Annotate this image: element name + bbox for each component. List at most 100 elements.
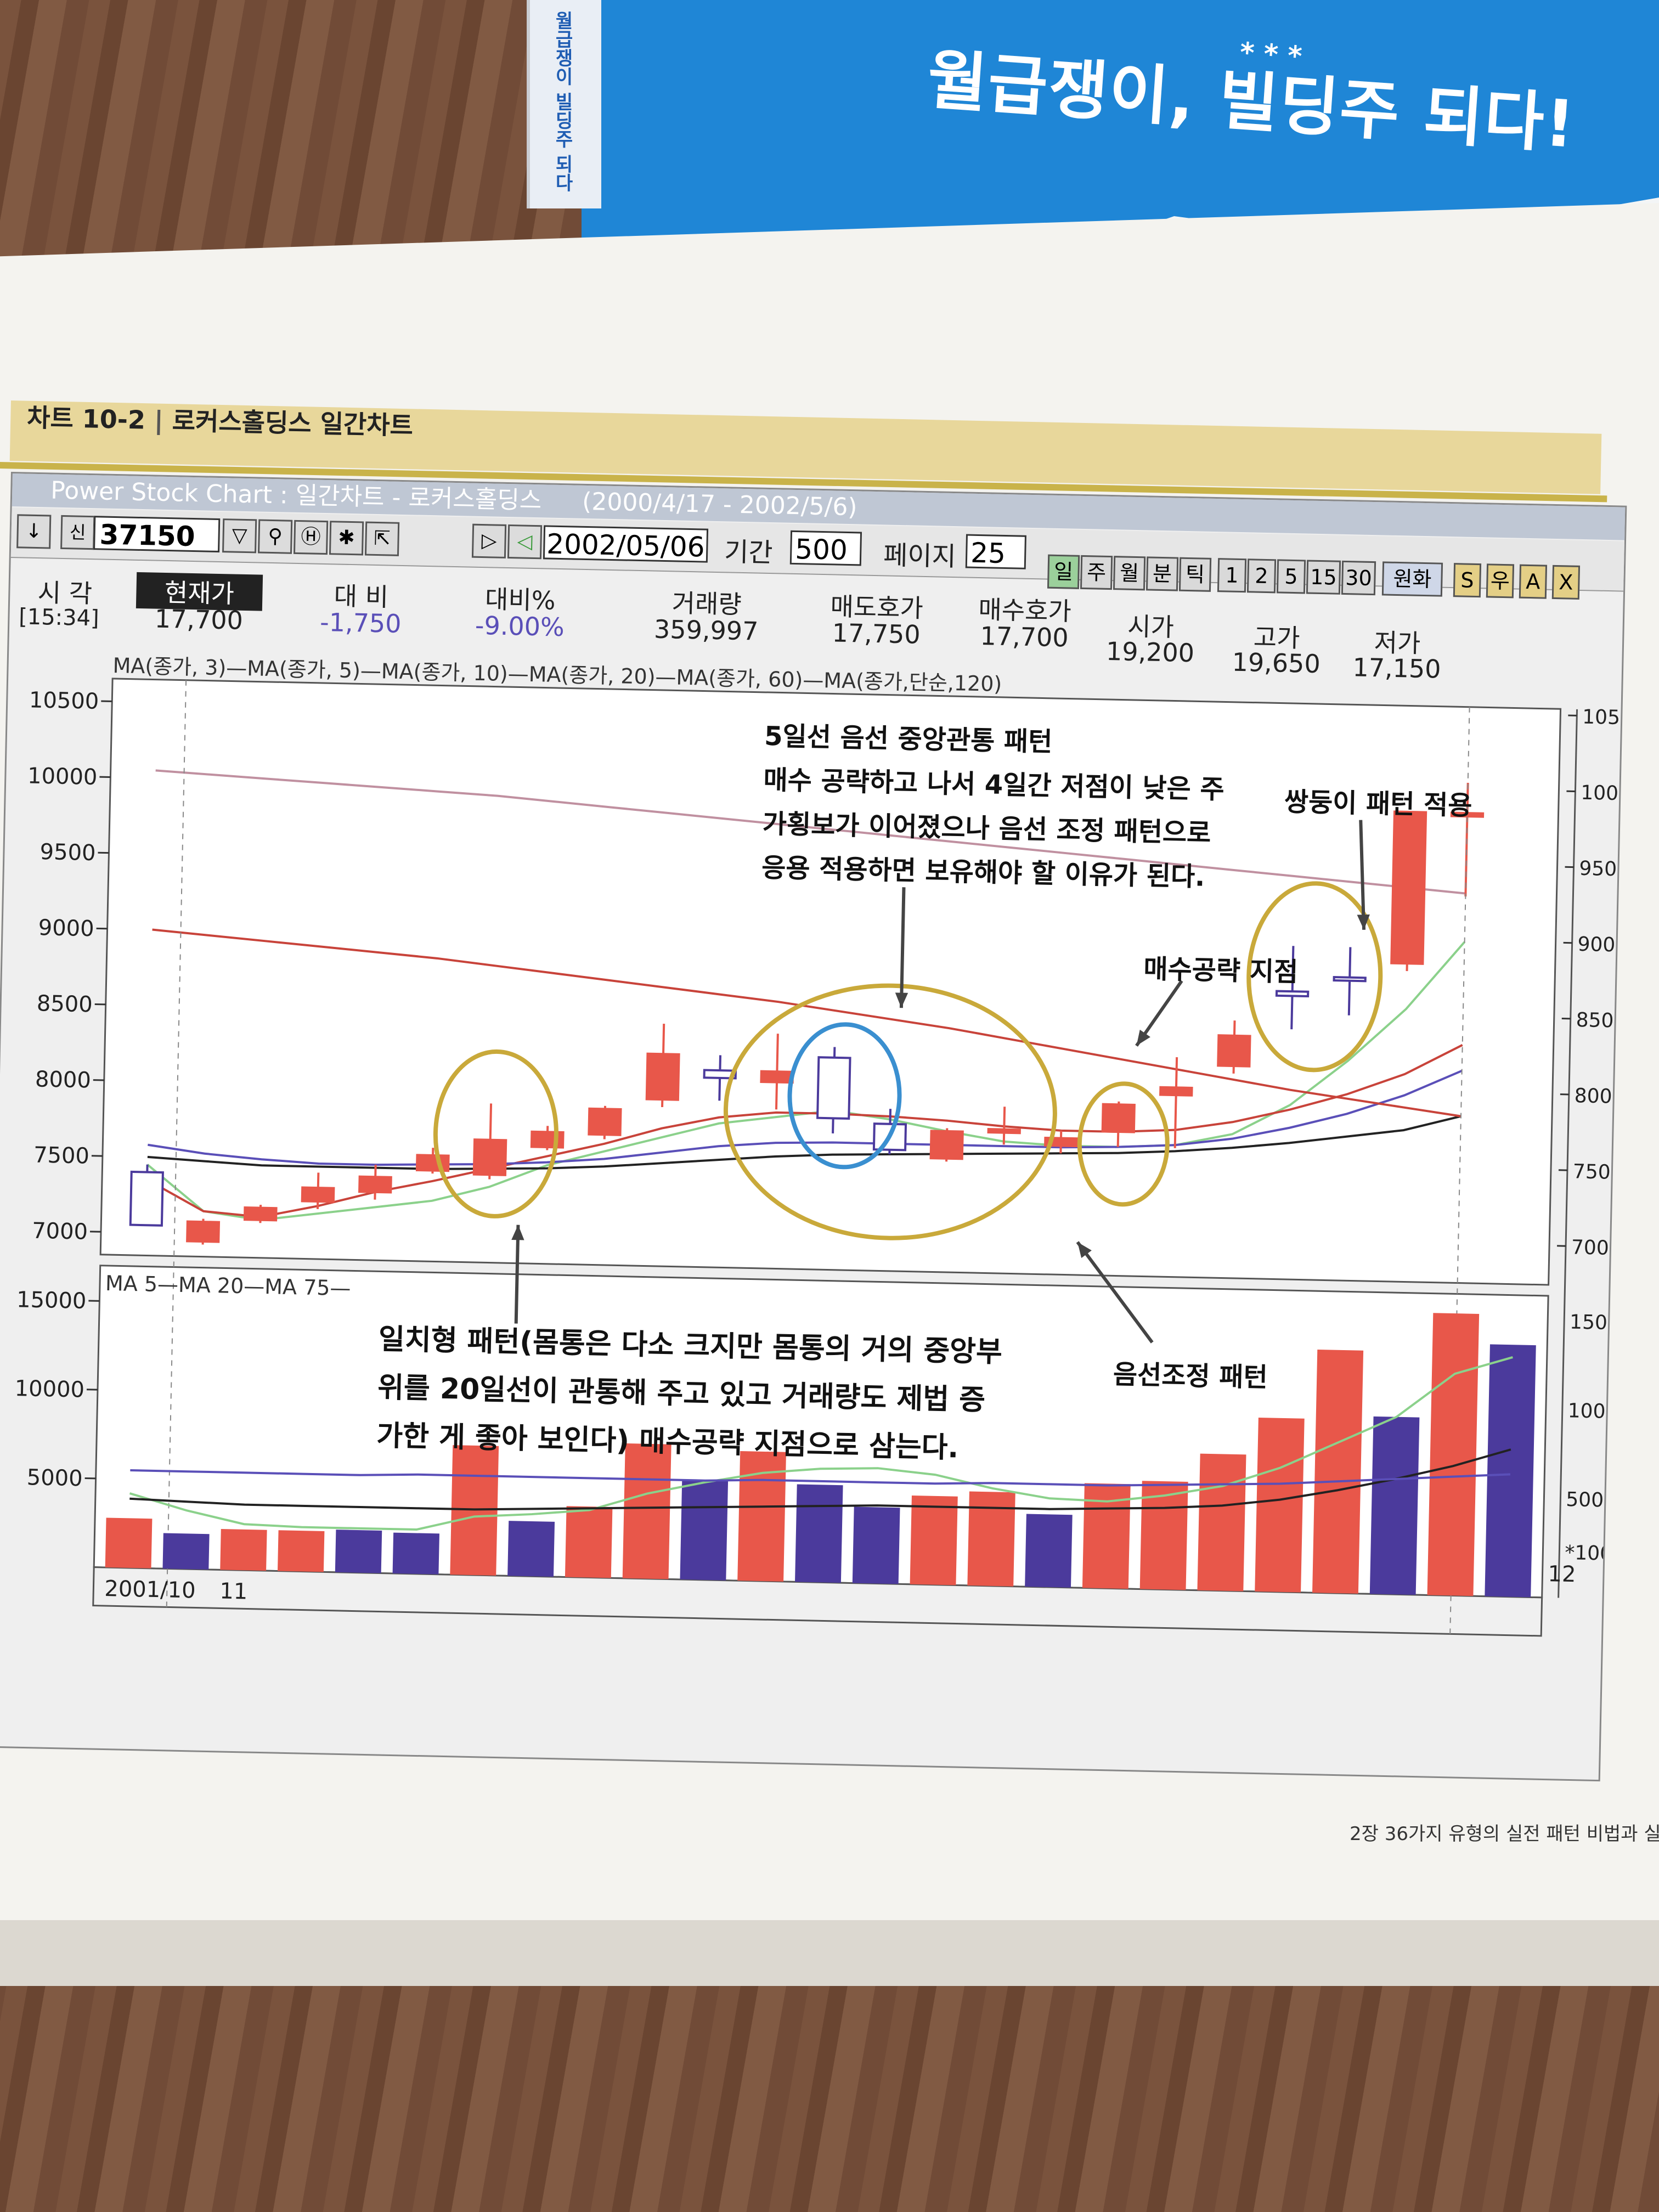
x-axis-label: 11	[219, 1578, 248, 1604]
arrow-bearish-adjust-head	[1077, 1242, 1092, 1259]
volume-bar	[1255, 1417, 1305, 1593]
price-ma-line	[146, 1044, 1463, 1218]
volume-bar	[622, 1443, 672, 1579]
candle-body	[358, 1175, 392, 1194]
price-tick-label: 9500	[40, 839, 96, 866]
annotation-twin-pattern: 쌍둥이 패턴 적용	[1284, 786, 1472, 821]
date-separator	[166, 680, 187, 1607]
volume-bar	[910, 1496, 958, 1585]
price-ma-line	[152, 928, 1462, 1118]
volume-bar	[1312, 1349, 1364, 1594]
arrow-twin-pattern	[1359, 820, 1366, 930]
candle-body	[816, 1056, 851, 1120]
candle-body	[1101, 1103, 1136, 1133]
volume-tick-label: 5000	[26, 1465, 83, 1491]
candle-body	[987, 1128, 1021, 1135]
arrow-match-pattern-head	[511, 1224, 524, 1240]
bearish-adjust-circle	[723, 983, 1057, 1240]
price-tick-label: 8500	[36, 991, 93, 1017]
candle-body	[186, 1220, 221, 1243]
buy-point-circle	[1077, 1081, 1170, 1207]
stock-chart: 10500 10000 9500 9000 8500 8000 7500 7000 10500 1…	[14, 678, 1625, 1637]
candle-body	[760, 1070, 794, 1084]
candle-body	[1217, 1034, 1251, 1068]
figure-label: 차트 10-2	[26, 402, 146, 435]
volume-bar	[105, 1517, 153, 1568]
x-axis-label: 2001/10	[104, 1576, 196, 1603]
book-spine	[527, 0, 601, 208]
volume-ma-line	[130, 1469, 1511, 1487]
volume-bar	[737, 1451, 787, 1582]
volume-bar	[565, 1506, 613, 1578]
arrow-match-pattern	[514, 1224, 520, 1324]
annotation-center-pattern: 5일선 음선 중앙관통 패턴 매수 공략하고 나서 4일간 저점이 낮은 주 가…	[761, 714, 1226, 900]
candle-body	[301, 1186, 335, 1203]
volume-tick-label: 15000	[16, 1287, 87, 1314]
right-axis	[1558, 709, 1578, 1598]
volume-bar	[852, 1506, 900, 1584]
candle-body	[929, 1130, 964, 1160]
center-pattern-circle	[787, 1022, 902, 1170]
annotation-match-pattern: 일치형 패턴(몸통은 다소 크지만 몸통의 거의 중앙부 위를 20일선이 관통…	[376, 1315, 1003, 1473]
page-footer: 2장 36가지 유형의 실전 패턴 비법과 실전사례	[1350, 1823, 1659, 1845]
candle-body	[530, 1130, 565, 1149]
annotation-bearish-adjust: 음선조정 패턴	[1113, 1359, 1268, 1393]
candle-body	[645, 1052, 680, 1101]
candle-body	[1159, 1086, 1193, 1097]
price-ma-line	[155, 769, 1466, 895]
price-right-tick-label: 10000	[1581, 782, 1625, 805]
candle-body	[1333, 976, 1367, 983]
price-tick-label: 9000	[38, 915, 94, 941]
price-tick-label: 10000	[27, 763, 98, 790]
volume-bar	[220, 1529, 267, 1571]
volume-bar	[1025, 1514, 1073, 1588]
volume-bar	[1427, 1313, 1480, 1596]
annotation-buy-point: 매수공략 지점	[1143, 953, 1299, 988]
page-bottom-edge	[0, 1920, 1659, 1986]
arrow-buy-point-head	[1136, 1029, 1150, 1046]
arrow-twin-pattern-head	[1357, 914, 1370, 930]
price-tick-label: 10500	[29, 687, 99, 714]
figure-title: 로커스홀딩스 일간차트	[172, 405, 414, 441]
volume-ma-line	[129, 1356, 1513, 1531]
price-tick-label: 7000	[32, 1218, 88, 1245]
candle-body	[1450, 811, 1485, 818]
chart-window: Power Stock Chart : 일간차트 - 로커스홀딩스 (2000/…	[0, 472, 1627, 1782]
candle-wick	[1290, 946, 1295, 1030]
volume-bar	[392, 1532, 439, 1575]
volume-bar	[507, 1521, 555, 1577]
volume-bar	[278, 1530, 325, 1572]
price-panel	[99, 678, 1562, 1286]
volume-tick-label: 10000	[14, 1376, 84, 1403]
price-right-tick-label: 10500	[1582, 706, 1625, 730]
arrow-center-pattern	[899, 887, 906, 1008]
volume-bar	[795, 1484, 843, 1583]
candle-body	[1275, 990, 1310, 998]
book-spine-text: 월급쟁이 빌딩주 되다	[551, 11, 573, 192]
price-right-tick-label: 9500	[1579, 857, 1625, 881]
x-axis-label: 12	[1548, 1561, 1576, 1587]
candle-body	[588, 1107, 622, 1136]
candle-body	[1390, 810, 1427, 965]
volume-bar	[162, 1533, 210, 1570]
volume-bar	[335, 1530, 382, 1573]
price-ma-line	[147, 1115, 1462, 1170]
candle-body	[129, 1170, 164, 1227]
candle-body	[243, 1206, 278, 1222]
twin-pattern-circle	[1246, 881, 1383, 1073]
volume-ma-legend: MA 5—MA 20—MA 75—	[105, 1271, 351, 1300]
candle-body	[415, 1154, 450, 1172]
volume-bar	[1197, 1453, 1246, 1592]
candle-body	[472, 1138, 507, 1176]
volume-bar	[1369, 1416, 1420, 1595]
volume-bar	[680, 1480, 729, 1581]
candle-wick	[1173, 1057, 1178, 1148]
volume-bar	[1485, 1344, 1536, 1598]
volume-bar	[967, 1491, 1015, 1587]
volume-ma-line	[129, 1448, 1511, 1511]
candle-body	[703, 1069, 737, 1080]
match-pattern-circle	[433, 1049, 558, 1218]
candle-wick	[1002, 1107, 1006, 1145]
arrow-bearish-adjust	[1076, 1241, 1154, 1344]
price-tick-label: 7500	[33, 1143, 90, 1169]
